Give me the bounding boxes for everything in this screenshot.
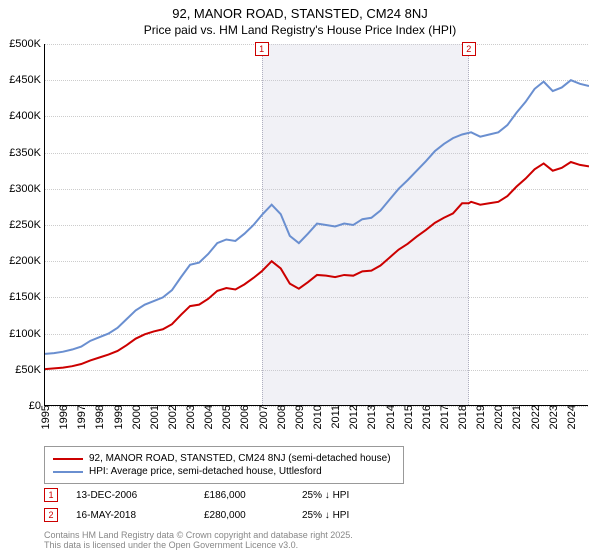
x-tick-label: 2022 (528, 405, 542, 429)
x-tick-label: 2007 (256, 405, 270, 429)
x-tick-label: 2004 (201, 405, 215, 429)
x-tick-label: 2015 (401, 405, 415, 429)
x-tick-label: 2023 (546, 405, 560, 429)
x-tick-label: 2020 (491, 405, 505, 429)
x-tick-label: 2011 (328, 405, 342, 429)
x-tick-label: 2017 (437, 405, 451, 429)
x-tick-label: 2021 (509, 405, 523, 429)
legend-swatch (53, 471, 83, 473)
x-tick-label: 2001 (147, 405, 161, 429)
y-tick-label: £500K (9, 38, 45, 50)
y-tick-label: £300K (9, 183, 45, 195)
x-tick-label: 1997 (74, 405, 88, 429)
legend-label: 92, MANOR ROAD, STANSTED, CM24 8NJ (semi… (89, 453, 391, 464)
x-tick-label: 2000 (129, 405, 143, 429)
x-tick-label: 2003 (183, 405, 197, 429)
chart-marker-2: 2 (462, 42, 476, 56)
legend-box: 92, MANOR ROAD, STANSTED, CM24 8NJ (semi… (44, 446, 404, 484)
x-tick-label: 2024 (564, 405, 578, 429)
y-tick-label: £250K (9, 219, 45, 231)
x-tick-label: 2014 (383, 405, 397, 429)
x-tick-label: 1996 (56, 405, 70, 429)
x-tick-label: 2009 (292, 405, 306, 429)
y-tick-label: £100K (9, 328, 45, 340)
info-price: £280,000 (204, 510, 284, 521)
info-diff: 25% ↓ HPI (302, 510, 349, 521)
chart-title: 92, MANOR ROAD, STANSTED, CM24 8NJ (0, 0, 600, 21)
info-row-1: 1 13-DEC-2006 £186,000 25% ↓ HPI (44, 488, 349, 502)
legend-item: HPI: Average price, semi-detached house,… (53, 466, 395, 477)
info-date: 16-MAY-2018 (76, 510, 186, 521)
chart-marker-1: 1 (255, 42, 269, 56)
x-tick-label: 2016 (419, 405, 433, 429)
info-marker-icon: 2 (44, 508, 58, 522)
legend-item: 92, MANOR ROAD, STANSTED, CM24 8NJ (semi… (53, 453, 395, 464)
license-line: Contains HM Land Registry data © Crown c… (44, 530, 353, 540)
legend-swatch (53, 458, 83, 460)
info-date: 13-DEC-2006 (76, 490, 186, 501)
x-tick-label: 2008 (274, 405, 288, 429)
x-tick-label: 1998 (92, 405, 106, 429)
x-tick-label: 1995 (38, 405, 52, 429)
info-diff: 25% ↓ HPI (302, 490, 349, 501)
x-tick-label: 2005 (219, 405, 233, 429)
x-tick-label: 2018 (455, 405, 469, 429)
license-line: This data is licensed under the Open Gov… (44, 540, 353, 550)
x-tick-label: 1999 (111, 405, 125, 429)
y-tick-label: £50K (15, 364, 45, 376)
chart-plot-area: £0£50K£100K£150K£200K£250K£300K£350K£400… (44, 44, 588, 406)
x-tick-label: 2006 (237, 405, 251, 429)
y-tick-label: £200K (9, 255, 45, 267)
x-tick-label: 2013 (364, 405, 378, 429)
info-row-2: 2 16-MAY-2018 £280,000 25% ↓ HPI (44, 508, 349, 522)
x-tick-label: 2010 (310, 405, 324, 429)
y-tick-label: £350K (9, 147, 45, 159)
y-tick-label: £450K (9, 74, 45, 86)
x-tick-label: 2002 (165, 405, 179, 429)
y-tick-label: £150K (9, 291, 45, 303)
license-text: Contains HM Land Registry data © Crown c… (44, 530, 353, 550)
chart-subtitle: Price paid vs. HM Land Registry's House … (0, 21, 600, 37)
x-tick-label: 2019 (473, 405, 487, 429)
info-marker-icon: 1 (44, 488, 58, 502)
legend-label: HPI: Average price, semi-detached house,… (89, 466, 322, 477)
info-price: £186,000 (204, 490, 284, 501)
shaded-period (262, 44, 469, 405)
y-tick-label: £400K (9, 110, 45, 122)
x-tick-label: 2012 (346, 405, 360, 429)
